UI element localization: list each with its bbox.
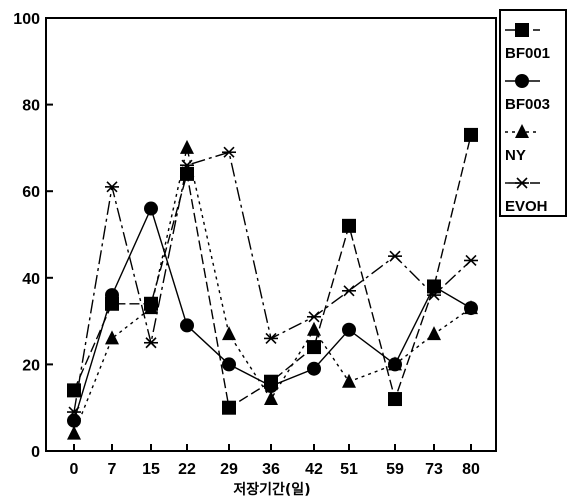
legend: BF001 BF003 NY EVOH <box>499 9 567 217</box>
data-point-bf003 <box>180 318 194 333</box>
data-point-evoh <box>222 146 236 158</box>
data-point-evoh <box>105 181 119 193</box>
x-tick-label: 59 <box>386 461 404 478</box>
series-layer <box>67 127 478 440</box>
x-tick-label: 22 <box>178 461 196 478</box>
x-tick-label: 7 <box>108 461 117 478</box>
data-point-bf003 <box>427 279 441 294</box>
data-point-bf001 <box>342 218 356 233</box>
legend-item-bf003: BF003 <box>505 74 550 113</box>
y-tick-label: 20 <box>22 357 40 374</box>
data-point-evoh <box>67 406 81 418</box>
data-point-ny <box>222 326 236 341</box>
legend-box <box>499 9 567 217</box>
y-tick-label: 80 <box>22 98 40 115</box>
data-point-bf003 <box>105 288 119 303</box>
data-point-bf003 <box>67 413 81 428</box>
data-point-bf001 <box>222 400 236 415</box>
x-tick-label: 42 <box>305 461 323 478</box>
data-point-bf001 <box>464 127 478 142</box>
data-point-ny <box>464 300 478 315</box>
data-point-ny <box>427 326 441 341</box>
y-tick-label: 40 <box>22 271 40 288</box>
x-tick-label: 0 <box>70 461 79 478</box>
legend-label-ny: NY <box>505 147 526 164</box>
data-point-ny <box>144 300 158 315</box>
data-point-ny <box>67 425 81 440</box>
legend-label-evoh: EVOH <box>505 198 548 215</box>
x-tick-label: 80 <box>462 461 480 478</box>
data-point-legend-evoh <box>515 177 529 189</box>
data-point-bf001 <box>307 340 321 355</box>
x-tick-label: 36 <box>262 461 280 478</box>
legend-item-evoh: EVOH <box>505 177 548 215</box>
data-point-bf003 <box>307 361 321 376</box>
legend-label-bf001: BF001 <box>505 45 550 62</box>
y-tick-label: 0 <box>31 444 40 461</box>
y-tick-label: 100 <box>13 11 40 28</box>
data-point-evoh <box>180 159 194 171</box>
data-point-evoh <box>427 289 441 301</box>
data-point-ny <box>105 330 119 345</box>
x-tick-label: 29 <box>220 461 238 478</box>
series-bf001 <box>67 127 478 415</box>
series-line-evoh <box>73 151 472 413</box>
data-point-ny <box>307 321 321 336</box>
x-axis-title: 저장기간(일) <box>233 481 310 498</box>
data-point-legend-ny <box>515 124 529 138</box>
x-axis: 0 7 15 22 29 36 42 51 59 73 80 <box>70 444 480 478</box>
data-point-legend-bf001 <box>515 23 529 37</box>
series-line-bf001 <box>73 134 472 409</box>
series-evoh <box>67 146 478 418</box>
data-point-bf003 <box>264 379 278 394</box>
data-point-ny <box>388 356 402 371</box>
data-point-ny <box>342 373 356 388</box>
legend-item-ny: NY <box>505 124 540 164</box>
data-point-bf003 <box>342 322 356 337</box>
x-tick-label: 73 <box>425 461 443 478</box>
data-point-evoh <box>464 254 478 267</box>
y-tick-label: 60 <box>22 184 40 201</box>
data-point-evoh <box>144 337 158 349</box>
data-point-ny <box>180 139 194 154</box>
data-point-bf001 <box>180 166 194 181</box>
x-tick-label: 15 <box>142 461 160 478</box>
y-axis: 0 20 40 60 80 100 <box>13 11 53 461</box>
data-point-bf003 <box>144 201 158 216</box>
x-tick-label: 51 <box>340 461 358 478</box>
series-line-ny <box>73 147 472 434</box>
legend-item-bf001: BF001 <box>505 23 550 62</box>
data-point-legend-bf003 <box>515 74 529 88</box>
legend-label-bf003: BF003 <box>505 96 550 113</box>
series-ny <box>67 139 478 440</box>
data-point-bf001 <box>388 392 402 407</box>
data-point-evoh <box>264 332 278 344</box>
data-point-evoh <box>342 285 356 297</box>
data-point-evoh <box>307 311 321 323</box>
data-point-ny <box>264 391 278 406</box>
data-point-bf003 <box>222 357 236 372</box>
data-point-evoh <box>388 250 402 262</box>
series-bf003 <box>67 201 478 428</box>
